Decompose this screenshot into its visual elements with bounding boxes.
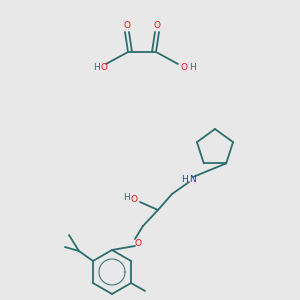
Text: O: O: [181, 64, 188, 73]
Text: O: O: [100, 64, 107, 73]
Text: O: O: [130, 196, 137, 205]
Text: O: O: [124, 22, 130, 31]
Text: H: H: [190, 64, 196, 73]
Text: N: N: [189, 175, 195, 184]
Text: H: H: [181, 175, 188, 184]
Text: H: H: [123, 194, 129, 202]
Text: O: O: [154, 22, 160, 31]
Text: O: O: [134, 239, 142, 248]
Text: H: H: [93, 64, 99, 73]
